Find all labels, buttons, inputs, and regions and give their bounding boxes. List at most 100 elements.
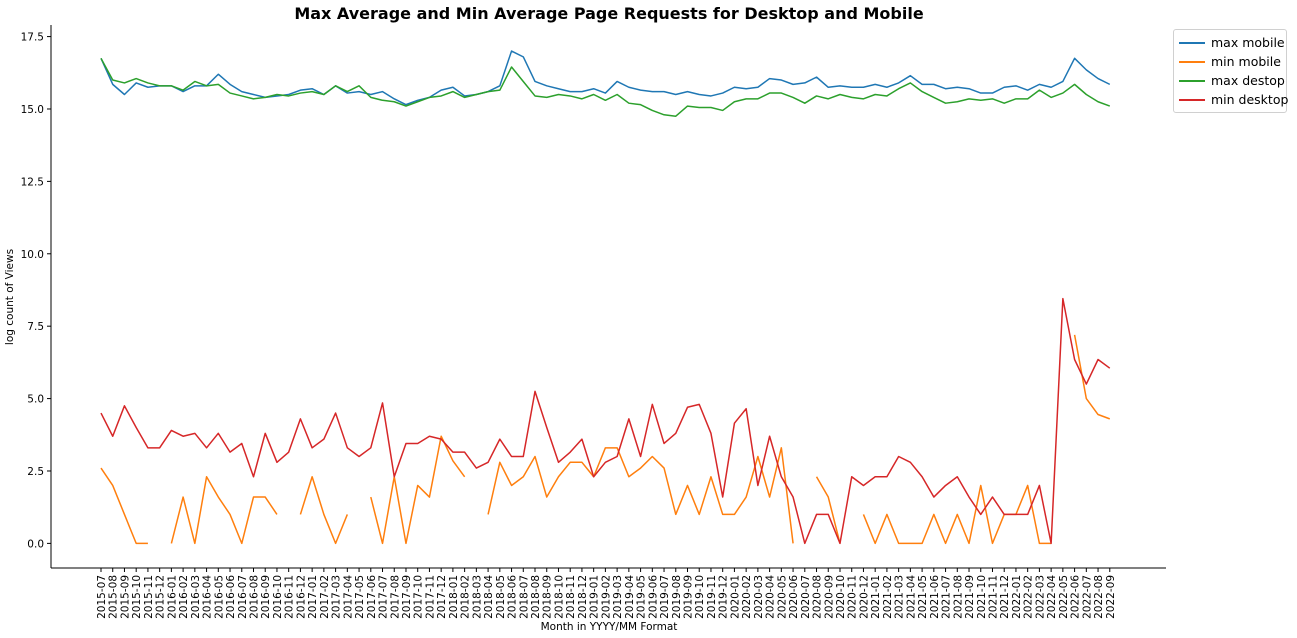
- x-tick-label: 2018-12: [577, 575, 589, 619]
- legend-item-min-mobile: min mobile: [1174, 53, 1288, 72]
- x-tick-label: 2015-11: [143, 575, 155, 619]
- x-tick-label: 2020-05: [776, 575, 788, 619]
- x-tick-label: 2022-08: [1093, 575, 1105, 619]
- series-segment: [100, 50, 1111, 106]
- x-tick-label: 2020-03: [753, 575, 765, 619]
- series-line: [100, 334, 1111, 545]
- x-tick-label: 2020-04: [765, 575, 777, 619]
- chart-title: Max Average and Min Average Page Request…: [294, 4, 924, 23]
- x-tick-label: 2019-12: [718, 575, 730, 619]
- y-tick-label: 17.5: [21, 32, 44, 44]
- x-axis-ticks: 2015-07 2015-08 2015-09 2015-10 2015-11 2015-…: [96, 568, 1117, 619]
- x-tick-label: 2016-04: [202, 575, 214, 619]
- x-tick-label: 2019-03: [612, 575, 624, 619]
- y-axis-label: log count of Views: [4, 249, 16, 345]
- series-segment: [100, 297, 1111, 545]
- x-tick-label: 2017-09: [401, 575, 413, 619]
- x-tick-label: 2022-03: [1034, 575, 1046, 619]
- x-tick-label: 2018-04: [483, 575, 495, 619]
- x-tick-label: 2022-02: [1023, 575, 1035, 619]
- x-tick-label: 2021-04: [905, 575, 917, 619]
- y-tick-label: 0.0: [27, 538, 44, 550]
- x-tick-label: 2018-06: [507, 575, 519, 619]
- series-segment: [1073, 334, 1111, 420]
- chart-legend: max mobile min mobile max destop min des…: [1173, 29, 1288, 113]
- series-segment: [815, 476, 841, 544]
- x-tick-label: 2019-07: [659, 575, 671, 619]
- y-tick-label: 7.5: [27, 321, 44, 333]
- y-tick-label: 12.5: [21, 176, 44, 188]
- x-tick-label: 2020-01: [729, 575, 741, 619]
- x-tick-label: 2018-10: [553, 575, 565, 619]
- x-tick-label: 2017-07: [378, 575, 390, 619]
- x-tick-label: 2022-05: [1058, 575, 1070, 619]
- x-tick-label: 2019-01: [589, 575, 601, 619]
- x-tick-label: 2018-08: [530, 575, 542, 619]
- legend-item-min-desktop: min desktop: [1174, 91, 1288, 110]
- x-tick-label: 2020-06: [788, 575, 800, 619]
- x-tick-label: 2021-01: [870, 575, 882, 619]
- legend-label: min mobile: [1211, 54, 1281, 69]
- x-tick-label: 2015-12: [155, 575, 167, 619]
- legend-label: max destop: [1211, 73, 1285, 88]
- x-tick-label: 2022-07: [1081, 575, 1093, 619]
- x-tick-label: 2016-08: [248, 575, 260, 619]
- series-segment: [487, 447, 794, 544]
- x-tick-label: 2022-09: [1105, 575, 1117, 619]
- x-tick-label: 2016-07: [237, 575, 249, 619]
- legend-swatch: [1179, 80, 1205, 82]
- x-tick-label: 2019-10: [694, 575, 706, 619]
- x-tick-label: 2015-10: [131, 575, 143, 619]
- legend-item-max-destop: max destop: [1174, 72, 1288, 91]
- x-tick-label: 2015-07: [96, 575, 108, 619]
- x-tick-label: 2018-01: [448, 575, 460, 619]
- x-tick-label: 2015-08: [108, 575, 120, 619]
- x-tick-label: 2018-09: [542, 575, 554, 619]
- x-tick-label: 2018-02: [460, 575, 472, 619]
- x-tick-label: 2021-05: [917, 575, 929, 619]
- x-tick-label: 2018-11: [565, 575, 577, 619]
- x-tick-label: 2016-11: [284, 575, 296, 619]
- legend-swatch: [1179, 99, 1205, 101]
- x-tick-label: 2017-02: [319, 575, 331, 619]
- x-tick-label: 2022-04: [1046, 575, 1058, 619]
- x-tick-label: 2020-11: [847, 575, 859, 619]
- x-tick-label: 2021-07: [941, 575, 953, 619]
- series-line: [100, 57, 1111, 117]
- x-tick-label: 2017-04: [342, 575, 354, 619]
- x-tick-label: 2016-03: [190, 575, 202, 619]
- x-tick-label: 2019-08: [671, 575, 683, 619]
- x-tick-label: 2022-06: [1070, 575, 1082, 619]
- legend-swatch: [1179, 61, 1205, 63]
- x-tick-label: 2016-02: [178, 575, 190, 619]
- x-tick-label: 2017-08: [389, 575, 401, 619]
- series-segment: [100, 57, 1111, 117]
- x-tick-label: 2020-08: [812, 575, 824, 619]
- x-tick-label: 2020-12: [858, 575, 870, 619]
- x-tick-label: 2021-03: [894, 575, 906, 619]
- x-tick-label: 2017-03: [331, 575, 343, 619]
- x-tick-label: 2020-07: [800, 575, 812, 619]
- y-tick-label: 15.0: [21, 104, 44, 116]
- x-tick-label: 2016-01: [166, 575, 178, 619]
- series-segment: [370, 435, 466, 545]
- x-tick-label: 2019-09: [683, 575, 695, 619]
- x-tick-label: 2019-04: [624, 575, 636, 619]
- x-tick-label: 2017-05: [354, 575, 366, 619]
- x-tick-label: 2016-12: [295, 575, 307, 619]
- x-tick-label: 2022-01: [1011, 575, 1023, 619]
- x-tick-label: 2021-02: [882, 575, 894, 619]
- x-tick-label: 2017-06: [366, 575, 378, 619]
- x-tick-label: 2019-02: [600, 575, 612, 619]
- series-segment: [862, 484, 1052, 545]
- legend-label: max mobile: [1211, 35, 1285, 50]
- legend-item-max-mobile: max mobile: [1174, 34, 1288, 53]
- series-line: [100, 50, 1111, 106]
- x-tick-label: 2020-09: [823, 575, 835, 619]
- x-tick-label: 2021-06: [929, 575, 941, 619]
- x-tick-label: 2016-09: [260, 575, 272, 619]
- series-segment: [299, 476, 349, 545]
- x-tick-label: 2017-11: [424, 575, 436, 619]
- x-tick-label: 2021-11: [987, 575, 999, 619]
- x-tick-label: 2018-03: [471, 575, 483, 619]
